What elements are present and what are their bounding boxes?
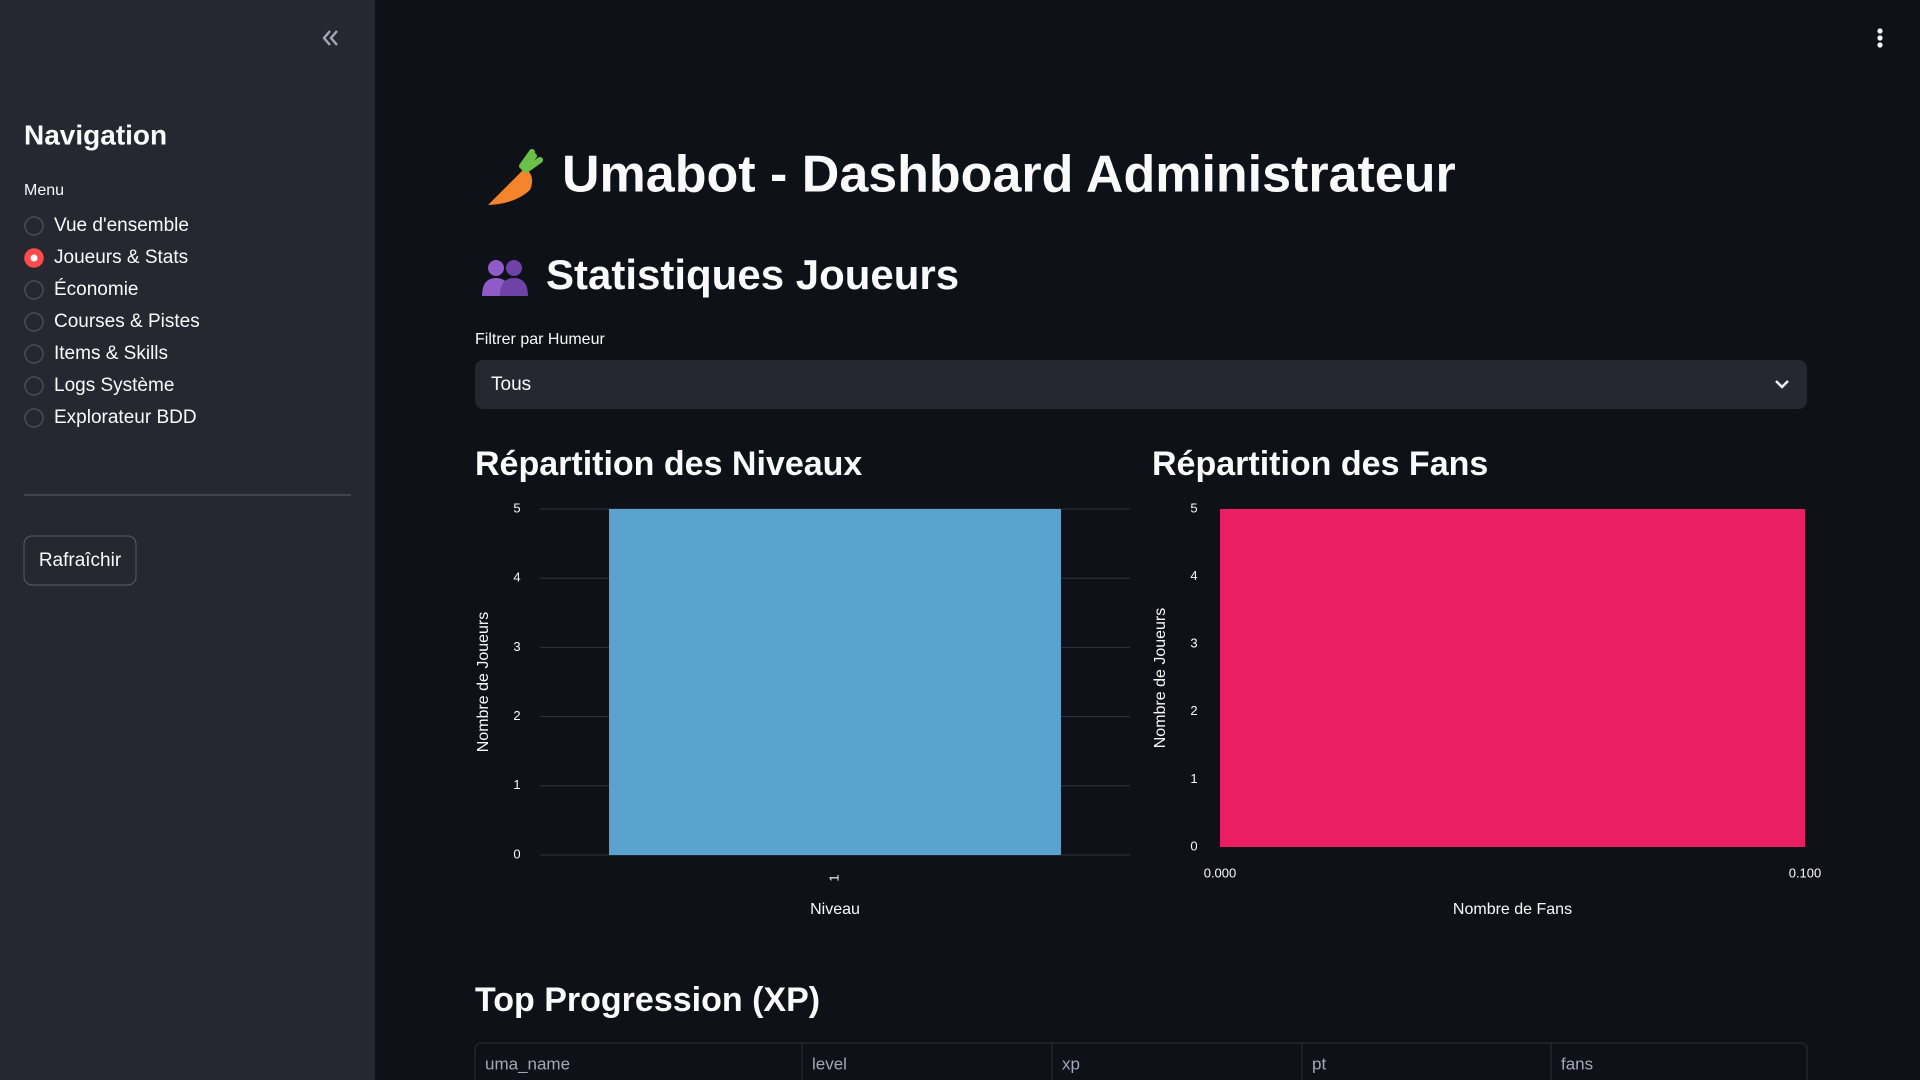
column-header: xp: [1062, 1054, 1080, 1073]
x-tick-label: 0.000: [1204, 865, 1237, 880]
y-tick-label: 1: [1190, 771, 1197, 786]
table-title: Top Progression (XP): [475, 981, 820, 1019]
menu-item[interactable]: Vue d'ensemble: [54, 215, 189, 236]
x-axis-label: Niveau: [810, 901, 860, 918]
menu-item[interactable]: Économie: [54, 279, 139, 300]
select-arrow: [1775, 380, 1789, 389]
y-tick-label: 3: [1190, 636, 1197, 651]
radio[interactable]: [24, 344, 44, 364]
collapse-sidebar[interactable]: [322, 30, 338, 46]
y-tick-label: 5: [1190, 500, 1197, 515]
menu-item[interactable]: Explorateur BDD: [54, 407, 197, 428]
x-axis-label: Nombre de Fans: [1453, 901, 1572, 918]
x-tick-label: 1: [826, 874, 841, 881]
table: [474, 1042, 1808, 1080]
radio[interactable]: [24, 312, 44, 332]
x-tick-label: 0.100: [1789, 865, 1822, 880]
column-header: pt: [1312, 1054, 1326, 1073]
y-tick-label: 2: [513, 708, 520, 723]
bar: [609, 509, 1061, 855]
refresh-button[interactable]: [23, 535, 137, 586]
y-tick-label: 4: [513, 570, 520, 585]
histogram-bar: [1220, 509, 1805, 847]
menu-item[interactable]: Logs Système: [54, 375, 174, 396]
y-tick-label: 0: [1190, 838, 1197, 853]
menu-item[interactable]: Courses & Pistes: [54, 311, 200, 332]
radio[interactable]: [24, 216, 44, 236]
carrot-icon: [488, 149, 543, 205]
radio-dot: [30, 254, 38, 262]
menu-item[interactable]: Joueurs & Stats: [54, 247, 188, 268]
y-tick-label: 3: [513, 639, 520, 654]
radio[interactable]: [24, 408, 44, 428]
refresh-label: Rafraîchir: [39, 550, 122, 571]
menu: Vue d'ensemble Joueurs & Stats Économie Cou…: [24, 215, 200, 428]
section-title: Statistiques Joueurs: [546, 251, 959, 298]
radio[interactable]: [24, 376, 44, 396]
page-title: Umabot - Dashboard Administrateur: [562, 146, 1456, 204]
table-header: uma_name level xp pt fans: [485, 1043, 1593, 1080]
sidebar-title: Navigation: [24, 119, 167, 150]
filter-label: Filtrer par Humeur: [475, 331, 605, 348]
y-axis-label: Nombre de Joueurs: [1152, 608, 1169, 749]
menu-item[interactable]: Items & Skills: [54, 343, 168, 364]
column-header: level: [812, 1054, 847, 1073]
menu-label: Menu: [24, 182, 64, 199]
y-tick-label: 1: [513, 777, 520, 792]
y-tick-label: 0: [513, 846, 520, 861]
filter-select[interactable]: [475, 360, 1807, 409]
main-menu[interactable]: [1877, 28, 1883, 48]
radio[interactable]: [24, 280, 44, 300]
chart-title: Répartition des Niveaux: [475, 445, 862, 483]
column-header: uma_name: [485, 1054, 570, 1073]
chart-title: Répartition des Fans: [1152, 445, 1488, 483]
y-tick-label: 5: [513, 500, 520, 515]
filter-value: Tous: [491, 374, 531, 395]
column-header: fans: [1561, 1054, 1593, 1073]
users-icon: [482, 260, 528, 296]
y-axis-label: Nombre de Joueurs: [475, 612, 492, 753]
y-tick-label: 4: [1190, 568, 1197, 583]
y-tick-label: 2: [1190, 703, 1197, 718]
